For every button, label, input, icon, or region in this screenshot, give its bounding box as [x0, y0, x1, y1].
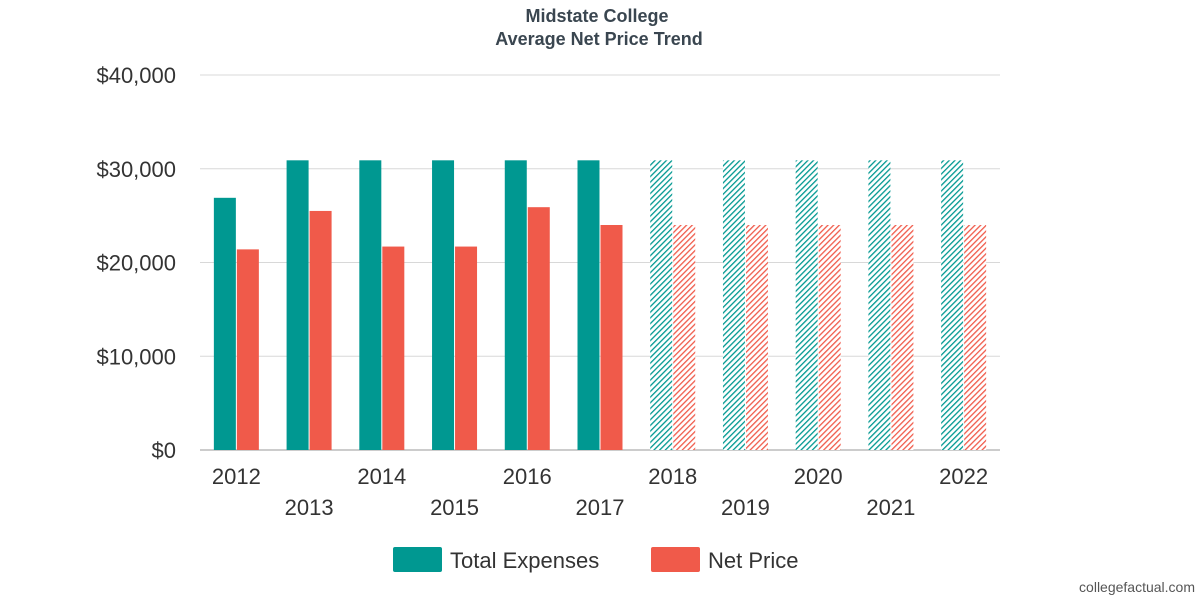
chart-title: Midstate College	[525, 6, 668, 26]
x-tick-label: 2013	[285, 495, 334, 520]
x-tick-label: 2020	[794, 464, 843, 489]
bar-total-expenses-2022[interactable]	[941, 160, 964, 450]
bar-net-price-2017[interactable]	[600, 225, 623, 450]
x-tick-label: 2015	[430, 495, 479, 520]
gridlines	[200, 74, 1000, 451]
bar-net-price-2021[interactable]	[891, 225, 914, 450]
bar-total-expenses-2019[interactable]	[722, 160, 745, 450]
x-tick-label: 2017	[576, 495, 625, 520]
bar-net-price-2018[interactable]	[673, 225, 696, 450]
legend-swatch-net-price	[651, 547, 700, 572]
x-tick-label: 2021	[866, 495, 915, 520]
x-tick-label: 2014	[357, 464, 406, 489]
x-tick-label: 2022	[939, 464, 988, 489]
bar-total-expenses-2021[interactable]	[868, 160, 891, 450]
y-tick-label: $40,000	[96, 63, 176, 88]
bar-net-price-2014[interactable]	[382, 246, 405, 450]
x-tick-label: 2018	[648, 464, 697, 489]
legend-item-total-expenses[interactable]: Total Expenses	[393, 547, 599, 573]
legend-label-net-price: Net Price	[708, 548, 798, 573]
bar-total-expenses-2013[interactable]	[286, 160, 309, 450]
watermark: collegefactual.com	[1079, 579, 1195, 595]
bar-total-expenses-2012[interactable]	[213, 197, 236, 450]
x-tick-label: 2012	[212, 464, 261, 489]
legend: Total Expenses Net Price	[393, 547, 798, 573]
x-axis: 2012 2013 2014 2015 2016 2017 2018 2019 2020 2021…	[212, 464, 988, 520]
bar-net-price-2012[interactable]	[236, 249, 259, 450]
bar-total-expenses-2020[interactable]	[795, 160, 818, 450]
chart-subtitle: Average Net Price Trend	[495, 29, 702, 49]
legend-label-total-expenses: Total Expenses	[450, 548, 599, 573]
bar-total-expenses-2017[interactable]	[577, 160, 600, 450]
bar-total-expenses-2018[interactable]	[650, 160, 673, 450]
y-tick-label: $0	[152, 438, 176, 463]
bar-net-price-2013[interactable]	[309, 210, 332, 450]
bar-total-expenses-2014[interactable]	[359, 160, 382, 450]
bar-net-price-2022[interactable]	[964, 225, 987, 450]
y-tick-label: $10,000	[96, 344, 176, 369]
legend-swatch-total-expenses	[393, 547, 442, 572]
y-tick-label: $30,000	[96, 157, 176, 182]
x-tick-label: 2019	[721, 495, 770, 520]
bars	[213, 160, 987, 450]
y-axis: $0 $10,000 $20,000 $30,000 $40,000	[96, 63, 176, 463]
x-tick-label: 2016	[503, 464, 552, 489]
y-tick-label: $20,000	[96, 251, 176, 276]
bar-total-expenses-2016[interactable]	[504, 160, 527, 450]
bar-net-price-2020[interactable]	[818, 225, 841, 450]
bar-net-price-2015[interactable]	[455, 246, 478, 450]
bar-net-price-2019[interactable]	[745, 225, 768, 450]
legend-item-net-price[interactable]: Net Price	[651, 547, 798, 573]
bar-total-expenses-2015[interactable]	[432, 160, 455, 450]
bar-net-price-2016[interactable]	[527, 207, 550, 450]
